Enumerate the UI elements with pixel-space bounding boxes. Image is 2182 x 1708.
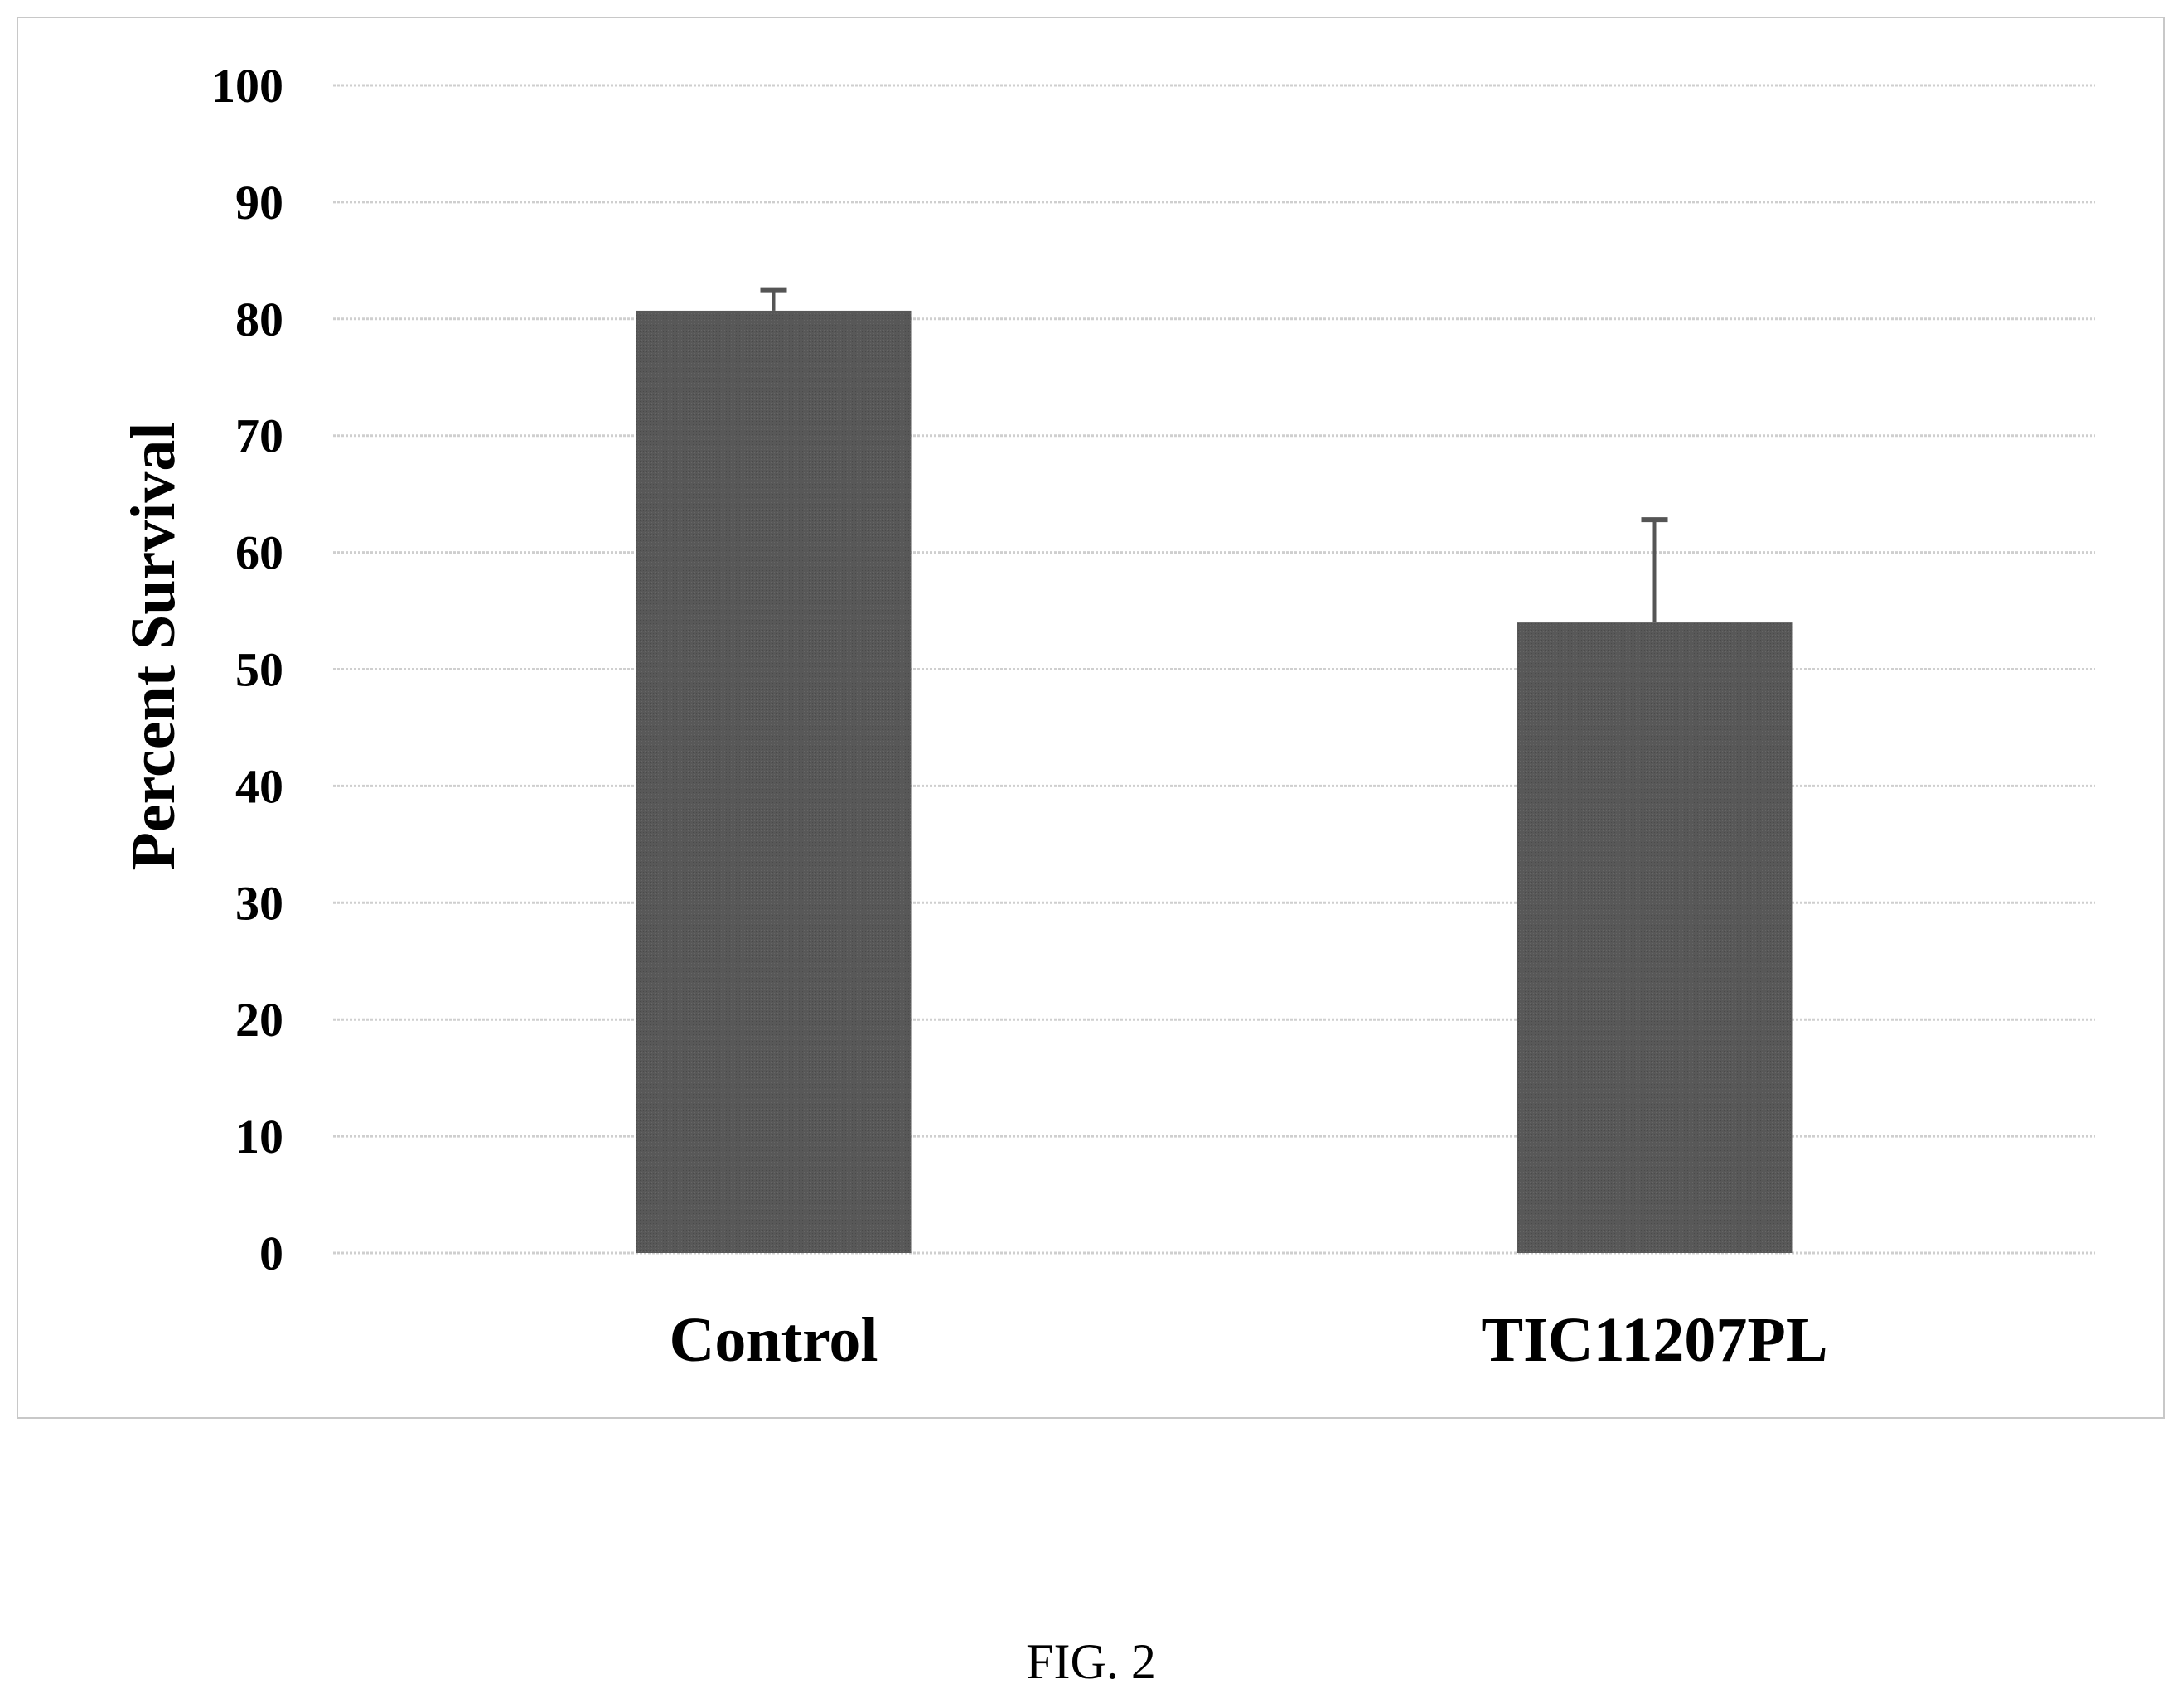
y-tick-label: 100 — [211, 59, 283, 113]
x-category-label: TIC11207PL — [1481, 1305, 1827, 1375]
y-tick-label: 70 — [235, 409, 283, 463]
bar-control — [636, 310, 912, 1253]
y-tick-label: 20 — [235, 993, 283, 1047]
y-tick-label: 40 — [235, 759, 283, 813]
x-category-labels: Control TIC11207PL — [670, 1305, 1828, 1375]
y-tick-label: 60 — [235, 526, 283, 580]
y-tick-label: 0 — [259, 1227, 283, 1280]
error-bars — [760, 287, 1668, 623]
y-tick-label: 90 — [235, 176, 283, 230]
bar-tic11207pl — [1517, 622, 1793, 1253]
x-category-label: Control — [670, 1305, 878, 1375]
bar-chart: 0 10 20 30 40 50 60 70 80 90 100 Control TIC11207PL… — [119, 59, 2095, 1375]
y-tick-label: 50 — [235, 643, 283, 697]
y-axis-title: Percent Survival — [119, 422, 188, 870]
y-tick-label: 10 — [235, 1110, 283, 1164]
bars — [636, 310, 1793, 1253]
y-tick-label: 30 — [235, 876, 283, 930]
gridlines — [333, 84, 2095, 1255]
y-tick-label: 80 — [235, 293, 283, 346]
chart-frame — [17, 17, 2165, 1419]
y-tick-labels: 0 10 20 30 40 50 60 70 80 90 100 — [211, 59, 283, 1280]
figure-caption: FIG. 2 — [1026, 1634, 1156, 1689]
